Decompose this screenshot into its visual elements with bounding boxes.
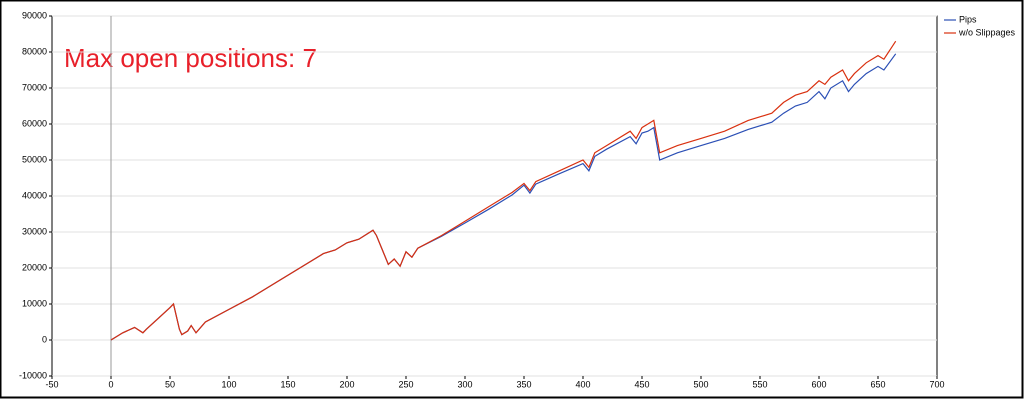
legend-label: Pips xyxy=(959,14,977,24)
x-tick-label: 400 xyxy=(575,379,590,389)
x-tick-label: 500 xyxy=(693,379,708,389)
y-tick-label: 90000 xyxy=(22,10,47,20)
x-tick-label: 600 xyxy=(811,379,826,389)
y-tick-label: 0 xyxy=(42,334,47,344)
y-tick-label: -10000 xyxy=(19,370,47,380)
y-tick-label: 10000 xyxy=(22,298,47,308)
y-tick-label: 70000 xyxy=(22,82,47,92)
x-tick-label: 200 xyxy=(339,379,354,389)
x-tick-label: 150 xyxy=(280,379,295,389)
x-tick-label: 250 xyxy=(398,379,413,389)
x-tick-label: 550 xyxy=(752,379,767,389)
y-tick-label: 80000 xyxy=(22,46,47,56)
x-tick-label: 300 xyxy=(457,379,472,389)
annotation: Max open positions: 7 xyxy=(64,43,317,73)
x-tick-label: 50 xyxy=(165,379,175,389)
y-tick-label: 60000 xyxy=(22,118,47,128)
y-tick-label: 40000 xyxy=(22,190,47,200)
x-tick-label: 100 xyxy=(221,379,236,389)
series-line xyxy=(110,40,897,341)
x-tick-label: 450 xyxy=(634,379,649,389)
x-tick-label: 0 xyxy=(108,379,113,389)
x-tick-label: 350 xyxy=(516,379,531,389)
y-tick-label: 30000 xyxy=(22,226,47,236)
legend-label: w/o Slippages xyxy=(958,27,1016,37)
x-tick-label: 700 xyxy=(929,379,944,389)
x-tick-label: 650 xyxy=(870,379,885,389)
x-tick-label: -50 xyxy=(45,379,58,389)
y-tick-label: 20000 xyxy=(22,262,47,272)
y-tick-label: 50000 xyxy=(22,154,47,164)
